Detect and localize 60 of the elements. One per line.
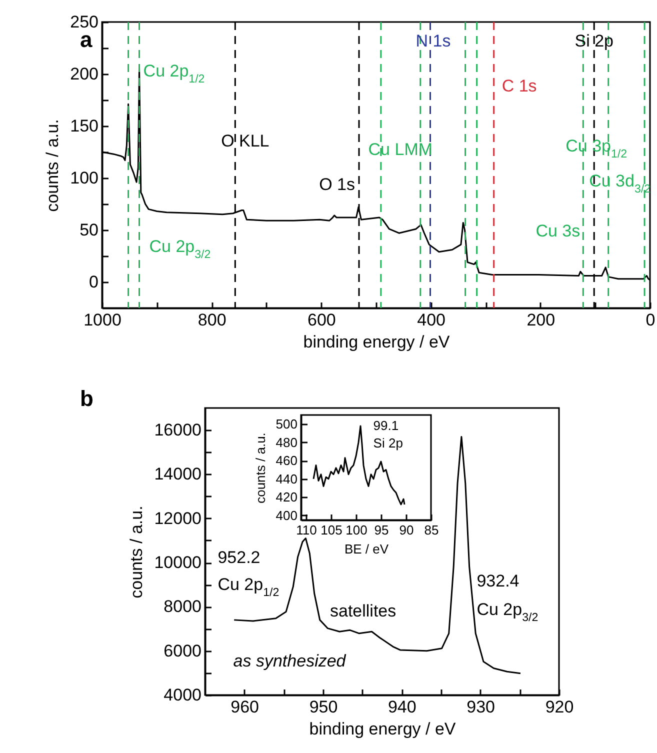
x-tick-label: 960 (230, 698, 260, 716)
x-tick-label: 100 (346, 522, 368, 538)
y-tick-label: 100 (70, 168, 98, 188)
y-tick-label: 10000 (154, 553, 202, 572)
ref-line-label: Cu LMM (368, 140, 433, 160)
x-tick-label: 950 (309, 698, 338, 716)
y-tick-label: 200 (70, 64, 98, 84)
y-axis-title: counts / a.u. (43, 119, 62, 212)
ref-line-label: Cu 3p$_{1/2}$ (566, 136, 628, 161)
y-tick-label: 150 (70, 116, 98, 136)
y-tick-label: 6000 (164, 641, 202, 660)
x-axis-title: binding energy / eV (309, 720, 456, 738)
annotation: Si 2p (373, 435, 403, 450)
y-tick-label: 460 (276, 453, 298, 468)
x-tick-label: 85 (424, 522, 439, 538)
annotation: as synthesized (233, 652, 346, 671)
y-tick-label: 500 (276, 416, 298, 432)
x-tick-label: 110 (296, 522, 317, 538)
y-tick-label: 50 (80, 220, 98, 240)
y-tick-label: 0 (89, 272, 98, 292)
x-axis-title: binding energy / eV (303, 332, 450, 352)
x-tick-label: 940 (388, 698, 416, 716)
ref-line-label: O KLL (221, 132, 270, 151)
x-tick-label: 1000 (84, 310, 122, 330)
y-tick-label: 440 (276, 471, 298, 486)
x-tick-label: 800 (198, 310, 226, 330)
annotation: Cu 2p$_{3/2}$ (476, 600, 538, 624)
x-tick-label: 920 (545, 698, 574, 716)
annotation: 932.4 (476, 572, 520, 591)
y-tick-label: 16000 (154, 420, 202, 440)
x-tick-label: 105 (320, 522, 342, 538)
annotation: Cu 2p$_{1/2}$ (218, 575, 280, 599)
x-tick-label: 400 (417, 310, 446, 330)
chart-title: b (80, 386, 94, 412)
ref-line-label: Cu 3s (536, 222, 580, 241)
y-axis-title: counts / a.u. (127, 506, 146, 598)
annotation: satellites (330, 602, 396, 621)
ref-line-label: Si 2p (574, 32, 614, 51)
x-axis-title: BE / eV (344, 542, 389, 556)
ref-line-label: Cu 2p$_{1/2}$ (143, 61, 205, 86)
x-tick-label: 200 (526, 310, 556, 330)
annotation: 99.1 (373, 418, 399, 433)
y-tick-label: 420 (276, 490, 298, 505)
x-tick-label: 0 (646, 310, 656, 330)
y-tick-label: 14000 (154, 464, 202, 484)
y-tick-label: 4000 (164, 686, 202, 704)
annotation: 952.2 (218, 548, 260, 567)
x-tick-label: 930 (466, 698, 496, 716)
ref-line-label: N 1s (416, 32, 451, 51)
ref-line-label: Cu 2p$_{3/2}$ (149, 236, 211, 261)
x-tick-label: 600 (308, 310, 336, 330)
y-tick-label: 12000 (154, 508, 202, 528)
y-tick-label: 480 (276, 434, 298, 450)
ref-line-label: C 1s (502, 76, 537, 96)
y-tick-label: 8000 (164, 597, 202, 616)
ref-line-label: O 1s (319, 175, 356, 194)
y-axis-title: counts / a.u. (252, 432, 268, 504)
x-tick-label: 90 (399, 522, 414, 538)
y-tick-label: 400 (276, 508, 298, 523)
x-tick-label: 95 (374, 522, 389, 538)
